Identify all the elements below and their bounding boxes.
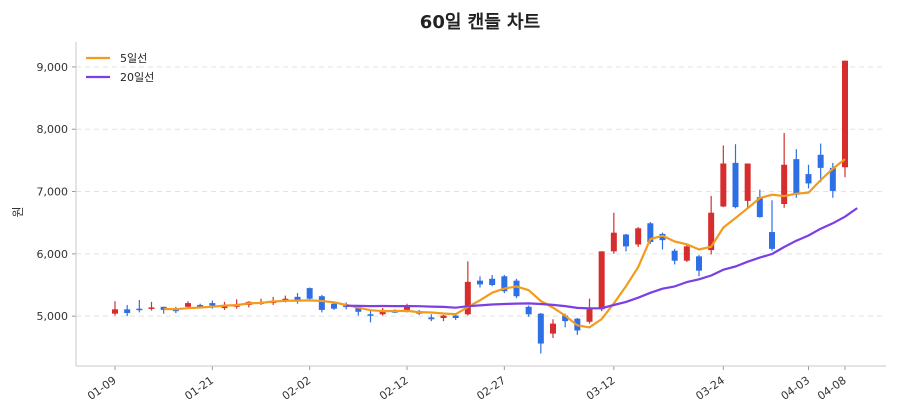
candle-body bbox=[659, 233, 666, 241]
candle-body bbox=[623, 234, 629, 247]
candle-body bbox=[671, 250, 678, 261]
candle-body bbox=[793, 159, 800, 195]
candle-body bbox=[769, 232, 775, 249]
chart-title: 60일 캔들 차트 bbox=[420, 12, 540, 33]
y-tick-label: 9,000 bbox=[37, 61, 69, 74]
candle-body bbox=[136, 308, 143, 311]
candle-body bbox=[294, 296, 301, 301]
candle-body bbox=[732, 162, 739, 208]
candle-body bbox=[829, 167, 836, 191]
ma5-line bbox=[163, 158, 846, 329]
candle-body bbox=[696, 256, 702, 271]
x-tick-label: 01-21 bbox=[182, 374, 216, 403]
x-tick-label: 02-02 bbox=[280, 374, 314, 403]
candle-body bbox=[464, 281, 471, 315]
y-tick-label: 8,000 bbox=[37, 123, 69, 136]
candle-body bbox=[148, 307, 155, 309]
candle-body bbox=[525, 306, 532, 315]
candle-body bbox=[428, 317, 435, 320]
candle-body bbox=[744, 163, 751, 201]
y-tick-label: 6,000 bbox=[37, 248, 69, 261]
candle-body bbox=[647, 223, 654, 243]
candle-body bbox=[197, 304, 204, 308]
candle-body bbox=[513, 280, 520, 297]
candle-body bbox=[185, 303, 191, 307]
candle-body bbox=[805, 174, 812, 184]
gridlines bbox=[76, 66, 886, 317]
candle-body bbox=[501, 276, 508, 292]
y-tick-label: 7,000 bbox=[37, 186, 69, 199]
candle-body bbox=[537, 313, 544, 344]
candle-body bbox=[343, 305, 350, 308]
ma20-line bbox=[346, 207, 858, 310]
candle-body bbox=[598, 251, 605, 310]
x-tick-label: 04-08 bbox=[815, 374, 849, 403]
candles bbox=[112, 60, 848, 354]
candle-body bbox=[635, 228, 642, 245]
candle-body bbox=[318, 296, 325, 310]
legend-label-ma5: 5일선 bbox=[120, 51, 147, 65]
x-tick-label: 03-12 bbox=[584, 374, 618, 403]
candle-body bbox=[112, 309, 118, 314]
y-axis-ticks: 5,000 6,000 7,000 8,000 9,000 bbox=[37, 61, 76, 323]
candle-body bbox=[404, 305, 410, 310]
candle-body bbox=[756, 197, 763, 218]
candle-body bbox=[550, 323, 556, 334]
candle-body bbox=[842, 60, 848, 168]
x-tick-label: 02-27 bbox=[474, 374, 508, 403]
candle-body bbox=[781, 164, 788, 204]
x-axis-ticks: 01-09 01-21 02-02 02-12 02-27 03-12 03-24 04-03… bbox=[85, 366, 849, 403]
candle-body bbox=[708, 212, 715, 251]
moving-average-lines bbox=[163, 158, 858, 329]
x-tick-label: 02-12 bbox=[377, 374, 411, 403]
x-tick-label: 01-09 bbox=[85, 374, 119, 403]
candle-body bbox=[367, 314, 374, 316]
candle-body bbox=[817, 154, 824, 168]
candle-body bbox=[489, 278, 496, 285]
candle-body bbox=[440, 315, 447, 319]
candle-body bbox=[562, 315, 569, 322]
candle-body bbox=[160, 306, 167, 310]
legend: 5일선 20일선 bbox=[86, 51, 154, 84]
candle-body bbox=[209, 303, 216, 306]
y-tick-label: 5,000 bbox=[37, 310, 69, 323]
x-tick-label: 03-24 bbox=[693, 374, 727, 403]
candle-body bbox=[720, 163, 727, 207]
y-axis-label: 원 bbox=[11, 206, 25, 217]
candle-body bbox=[610, 232, 617, 252]
candle-body bbox=[124, 309, 131, 314]
candle-body bbox=[452, 315, 459, 319]
legend-label-ma20: 20일선 bbox=[120, 70, 154, 84]
candle-body bbox=[683, 246, 690, 261]
candle-body bbox=[331, 303, 337, 309]
x-tick-label: 04-03 bbox=[779, 374, 813, 403]
candle-body bbox=[586, 309, 593, 322]
candle-body bbox=[306, 288, 313, 299]
candle-body bbox=[477, 280, 483, 285]
